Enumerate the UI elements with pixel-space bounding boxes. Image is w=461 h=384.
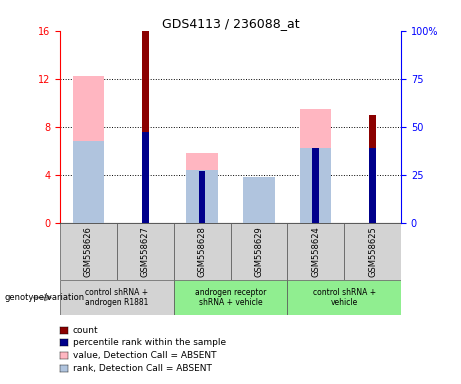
Bar bbox=[313, 148, 319, 223]
Text: control shRNA +
androgen R1881: control shRNA + androgen R1881 bbox=[85, 288, 148, 307]
Text: rank, Detection Call = ABSENT: rank, Detection Call = ABSENT bbox=[73, 364, 212, 373]
Text: androgen receptor
shRNA + vehicle: androgen receptor shRNA + vehicle bbox=[195, 288, 266, 307]
Text: GSM558624: GSM558624 bbox=[311, 226, 320, 277]
Bar bbox=[300, 148, 331, 223]
Bar bbox=[142, 131, 148, 223]
Bar bbox=[369, 115, 376, 223]
Text: percentile rank within the sample: percentile rank within the sample bbox=[73, 338, 226, 348]
Bar bbox=[174, 280, 287, 315]
Text: GSM558629: GSM558629 bbox=[254, 226, 263, 277]
Bar bbox=[199, 171, 206, 223]
Bar bbox=[60, 223, 117, 280]
Bar bbox=[60, 280, 174, 315]
Text: GSM558625: GSM558625 bbox=[368, 226, 377, 277]
Bar bbox=[287, 280, 401, 315]
Text: control shRNA +
vehicle: control shRNA + vehicle bbox=[313, 288, 376, 307]
Text: count: count bbox=[73, 326, 99, 335]
Text: GSM558626: GSM558626 bbox=[84, 226, 93, 277]
Bar bbox=[186, 153, 218, 223]
Bar bbox=[73, 76, 104, 223]
Bar bbox=[344, 223, 401, 280]
Bar bbox=[287, 223, 344, 280]
Bar bbox=[73, 141, 104, 223]
Bar bbox=[174, 223, 230, 280]
Bar bbox=[186, 170, 218, 223]
Bar bbox=[142, 31, 148, 223]
Text: GSM558627: GSM558627 bbox=[141, 226, 150, 277]
Bar bbox=[117, 223, 174, 280]
Text: value, Detection Call = ABSENT: value, Detection Call = ABSENT bbox=[73, 351, 216, 360]
Bar bbox=[300, 109, 331, 223]
Bar bbox=[230, 223, 287, 280]
Bar bbox=[369, 148, 376, 223]
Text: genotype/variation: genotype/variation bbox=[5, 293, 85, 302]
Bar bbox=[243, 177, 275, 223]
Title: GDS4113 / 236088_at: GDS4113 / 236088_at bbox=[162, 17, 299, 30]
Text: GSM558628: GSM558628 bbox=[198, 226, 207, 277]
